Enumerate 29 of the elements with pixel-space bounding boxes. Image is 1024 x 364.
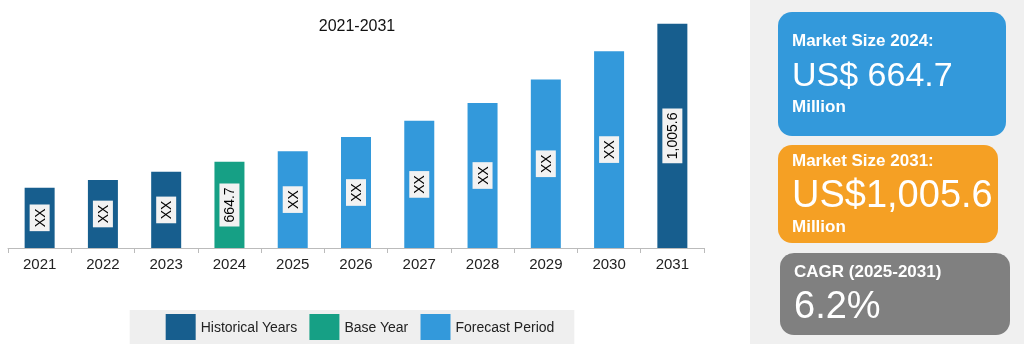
x-tick-label: 2028 bbox=[465, 255, 500, 272]
data-label: XX bbox=[411, 174, 428, 194]
legend-label: Historical Years bbox=[200, 319, 298, 335]
x-tick-label: 2030 bbox=[592, 255, 626, 272]
data-label: 664.7 bbox=[221, 187, 238, 223]
x-tick-label: 2023 bbox=[149, 255, 183, 272]
legend-label: Forecast Period bbox=[455, 319, 555, 335]
x-tick-label: 2031 bbox=[655, 255, 690, 272]
x-tick-label: 2022 bbox=[86, 255, 120, 272]
data-label: XX bbox=[537, 153, 554, 174]
data-label: XX bbox=[158, 199, 175, 220]
x-tick-label: 2025 bbox=[276, 255, 310, 272]
data-label: XX bbox=[474, 165, 491, 185]
legend-label: Base Year bbox=[344, 319, 409, 335]
x-tick-label: 2024 bbox=[212, 255, 247, 272]
x-tick-label: 2029 bbox=[529, 255, 563, 272]
x-tick-label: 2021 bbox=[22, 255, 57, 272]
data-label: 1,005.6 bbox=[664, 112, 681, 160]
text: Market Size 2024: US$ 664.7 Million bbox=[792, 30, 954, 118]
data-label: XX bbox=[31, 207, 48, 228]
x-tick-label: 2026 bbox=[339, 255, 373, 272]
data-label: XX bbox=[601, 139, 618, 159]
data-label: XX bbox=[94, 203, 111, 224]
data-label: XX bbox=[348, 182, 364, 202]
data-label: XX bbox=[284, 189, 301, 209]
chart-title: 2021-2031 bbox=[318, 16, 396, 34]
text: Market Size 2031: US$1,005.6 Million bbox=[792, 150, 993, 238]
x-tick-label: 2027 bbox=[402, 255, 436, 272]
text: CAGR (2025-2031) 6.2% bbox=[794, 261, 943, 327]
